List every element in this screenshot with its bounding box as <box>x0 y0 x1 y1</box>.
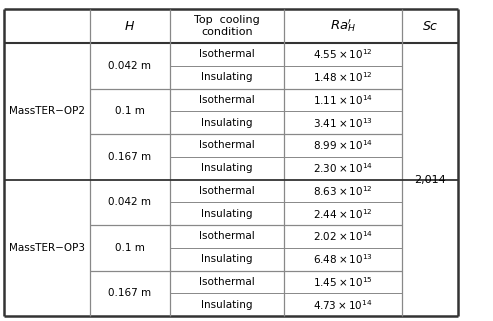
Text: Insulating: Insulating <box>201 209 253 219</box>
Text: $1.45\times10^{15}$: $1.45\times10^{15}$ <box>313 275 373 289</box>
Text: $Ra'_{\!\!H}$: $Ra'_{\!\!H}$ <box>330 18 356 34</box>
Text: $Sc$: $Sc$ <box>422 20 438 32</box>
Text: 0.1 m: 0.1 m <box>115 243 145 253</box>
Text: $H$: $H$ <box>124 20 136 32</box>
Text: Isothermal: Isothermal <box>199 277 255 287</box>
Text: $3.41\times10^{13}$: $3.41\times10^{13}$ <box>313 116 373 130</box>
Text: $6.48\times10^{13}$: $6.48\times10^{13}$ <box>313 252 373 266</box>
Text: $2.02\times10^{14}$: $2.02\times10^{14}$ <box>313 230 373 243</box>
Text: MassTER−OP3: MassTER−OP3 <box>9 243 85 253</box>
Text: Isothermal: Isothermal <box>199 140 255 150</box>
Text: Insulating: Insulating <box>201 163 253 173</box>
Text: 2,014: 2,014 <box>414 175 446 185</box>
Text: $1.48\times10^{12}$: $1.48\times10^{12}$ <box>313 70 373 84</box>
Text: Insulating: Insulating <box>201 254 253 264</box>
Text: MassTER−OP2: MassTER−OP2 <box>9 106 85 116</box>
Text: Isothermal: Isothermal <box>199 186 255 196</box>
Text: $8.63\times10^{12}$: $8.63\times10^{12}$ <box>313 184 373 198</box>
Text: Isothermal: Isothermal <box>199 95 255 105</box>
Text: $1.11\times10^{14}$: $1.11\times10^{14}$ <box>313 93 373 107</box>
Text: Isothermal: Isothermal <box>199 49 255 59</box>
Text: 0.167 m: 0.167 m <box>108 152 151 162</box>
Text: 0.042 m: 0.042 m <box>108 61 151 71</box>
Text: 0.1 m: 0.1 m <box>115 106 145 116</box>
Text: 0.167 m: 0.167 m <box>108 288 151 298</box>
Text: $2.44\times10^{12}$: $2.44\times10^{12}$ <box>313 207 373 221</box>
Text: $4.73\times10^{14}$: $4.73\times10^{14}$ <box>314 298 373 311</box>
Text: 0.042 m: 0.042 m <box>108 197 151 207</box>
Text: Insulating: Insulating <box>201 117 253 128</box>
Text: $2.30\times10^{14}$: $2.30\times10^{14}$ <box>313 161 373 175</box>
Text: $4.55\times10^{12}$: $4.55\times10^{12}$ <box>313 48 373 61</box>
Text: Insulating: Insulating <box>201 72 253 82</box>
Text: Top  cooling
condition: Top cooling condition <box>194 15 260 37</box>
Text: Insulating: Insulating <box>201 299 253 310</box>
Text: Isothermal: Isothermal <box>199 231 255 241</box>
Text: $8.99\times10^{14}$: $8.99\times10^{14}$ <box>313 138 373 152</box>
